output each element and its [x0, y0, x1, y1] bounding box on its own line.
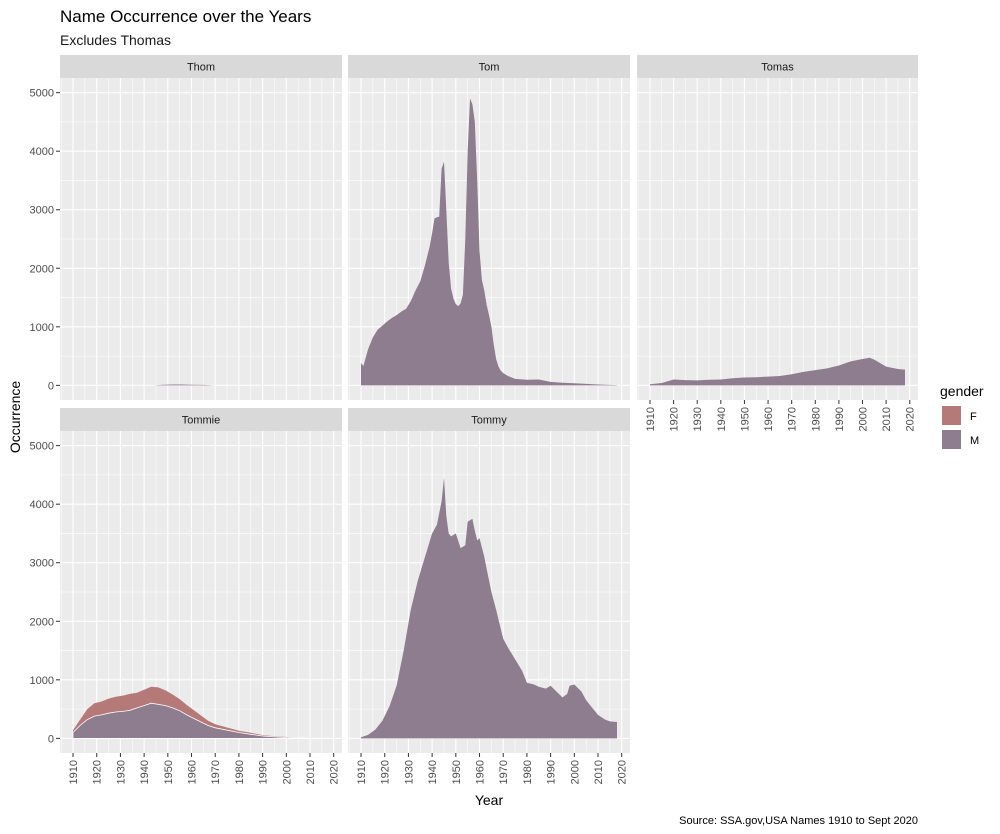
x-tick-label: 1950 — [163, 760, 175, 784]
legend-swatch-m — [942, 430, 961, 449]
x-tick-label: 2020 — [905, 407, 917, 431]
x-tick-label: 2000 — [569, 760, 581, 784]
x-tick-label: 1990 — [258, 760, 270, 784]
facet-panel-tommie: Tommie 0 1000 2000 3000 4000 5000 1910 1920 1930 1… — [30, 408, 342, 784]
x-tick-label: 1960 — [187, 760, 199, 784]
facet-strip-tom — [348, 55, 630, 78]
facet-strip-label: Thom — [187, 62, 215, 74]
x-tick-label: 1910 — [645, 407, 657, 431]
area-series-m — [72, 702, 330, 739]
y-tick-label: 1000 — [30, 322, 54, 334]
x-tick-label: 2010 — [881, 407, 893, 431]
facet-panel-tommy: Tommy 1910 1920 1930 1940 1950 1960 1970 1980 199… — [348, 408, 630, 784]
x-tick-label: 1930 — [115, 760, 127, 784]
area-series-f — [73, 686, 329, 739]
facet-panel-tomas: Tomas 1910 1920 1930 1940 1950 1960 1970 1980 199… — [637, 55, 918, 431]
x-tick-label: 1980 — [234, 760, 246, 784]
y-tick-label: 5000 — [30, 441, 54, 453]
chart-title: Name Occurrence over the Years — [60, 7, 311, 26]
facet-strip-label: Tom — [479, 62, 500, 74]
y-tick-label: 1000 — [30, 675, 54, 687]
y-tick-label: 3000 — [30, 205, 54, 217]
area-series-m — [650, 357, 905, 386]
x-tick-label: 2020 — [329, 760, 341, 784]
x-tick-label: 1920 — [92, 760, 104, 784]
facet-panel-tom: Tom — [348, 55, 630, 400]
x-tick-label: 2020 — [617, 760, 629, 784]
x-tick-label: 1940 — [139, 760, 151, 784]
x-tick-label: 1950 — [739, 407, 751, 431]
facet-strip-tomas — [637, 55, 918, 78]
x-tick-label: 1960 — [763, 407, 775, 431]
facet-strip-tommy — [348, 408, 630, 431]
area-series-m — [361, 477, 617, 739]
x-tick-label: 1980 — [522, 760, 534, 784]
facet-strip-thom — [60, 55, 342, 78]
gridlines — [348, 78, 630, 400]
x-tick-label: 1940 — [427, 760, 439, 784]
caption: Source: SSA.gov,USA Names 1910 to Sept 2… — [679, 815, 918, 827]
facet-strip-tommie — [60, 408, 342, 431]
x-tick-label: 1920 — [669, 407, 681, 431]
x-tick-label: 2010 — [593, 760, 605, 784]
y-tick-label: 4000 — [30, 499, 54, 511]
x-tick-label: 2000 — [281, 760, 293, 784]
area-series-m — [361, 98, 617, 386]
x-tick-label: 1910 — [68, 760, 80, 784]
y-tick-label: 0 — [48, 380, 54, 392]
facet-strip-label: Tommy — [471, 415, 507, 427]
x-tick-label: 1970 — [498, 760, 510, 784]
y-axis-label: Occurrence — [7, 381, 23, 454]
y-tick-label: 0 — [48, 733, 54, 745]
y-tick-label: 4000 — [30, 146, 54, 158]
x-tick-label: 2010 — [305, 760, 317, 784]
legend-label-m: M — [970, 435, 979, 447]
legend: gender F M — [940, 383, 984, 449]
chart-subtitle: Excludes Thomas — [60, 32, 171, 48]
x-tick-label: 1960 — [475, 760, 487, 784]
legend-label-f: F — [970, 411, 977, 423]
legend-swatch-f — [942, 406, 961, 425]
x-tick-label: 1950 — [451, 760, 463, 784]
y-tick-label: 3000 — [30, 558, 54, 570]
x-axis-label: Year — [475, 792, 504, 808]
facet-strip-label: Tomas — [761, 62, 794, 74]
legend-title: gender — [940, 383, 984, 399]
x-tick-label: 1980 — [810, 407, 822, 431]
x-tick-label: 1910 — [356, 760, 368, 784]
x-tick-label: 1990 — [834, 407, 846, 431]
x-tick-label: 2000 — [858, 407, 870, 431]
x-tick-label: 1940 — [716, 407, 728, 431]
facet-panel-thom: Thom 0 1000 2000 3000 4000 5000 — [30, 55, 342, 400]
x-tick-label: 1920 — [380, 760, 392, 784]
facet-strip-label: Tommie — [182, 415, 221, 427]
x-tick-label: 1990 — [546, 760, 558, 784]
y-tick-label: 2000 — [30, 616, 54, 628]
y-tick-label: 2000 — [30, 263, 54, 275]
facet-panels: Thom 0 1000 2000 3000 4000 5000 Tom Tomas 1910 192… — [30, 55, 918, 784]
x-tick-label: 1970 — [787, 407, 799, 431]
area-series-m — [73, 384, 216, 386]
y-tick-label: 5000 — [30, 88, 54, 100]
x-tick-label: 1930 — [403, 760, 415, 784]
x-tick-label: 1930 — [692, 407, 704, 431]
x-tick-label: 1970 — [210, 760, 222, 784]
